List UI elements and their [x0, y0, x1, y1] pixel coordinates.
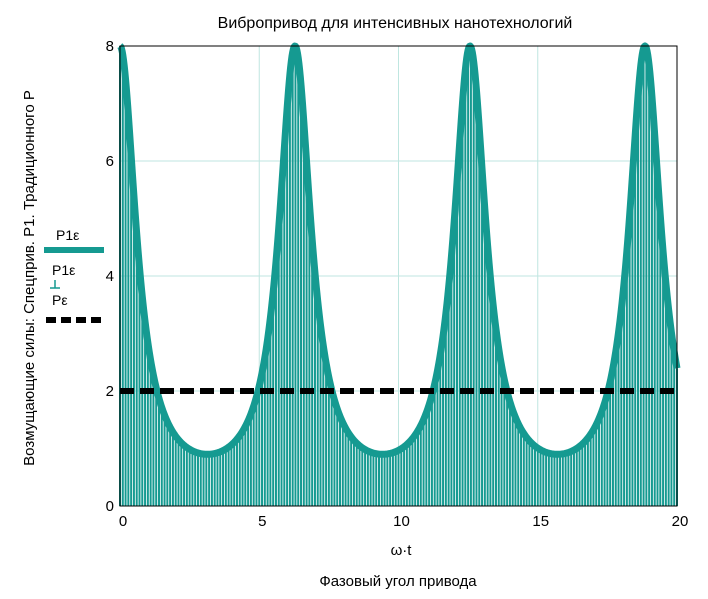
legend-label-p1e-line: P1ε [56, 227, 79, 243]
y-axis-label: Возмущающие силы: Спецприв. P1. Традицио… [21, 90, 38, 466]
x-axis-label: ω·t [391, 542, 413, 559]
legend-swatch-p1e-stem [50, 280, 60, 289]
y-tick-label: 4 [106, 268, 114, 285]
plot-frame [119, 45, 678, 507]
y-tick-label: 8 [106, 38, 114, 55]
curve-series [117, 42, 681, 458]
x-tick-label: 15 [532, 513, 549, 530]
x-tick-label: 20 [672, 513, 689, 530]
legend: P1ε P1ε Pε [44, 227, 104, 323]
legend-label-p1e-stem: P1ε [52, 262, 75, 278]
y-tick-label: 2 [106, 383, 114, 400]
stem-series [119, 46, 678, 506]
x-tick-label: 5 [258, 513, 266, 530]
tick-labels: 0 5 10 15 20 0 2 4 6 8 [106, 38, 689, 530]
x-tick-label: 10 [393, 513, 410, 530]
chart-title: Вибропривод для интенсивных нанотехнолог… [218, 15, 573, 32]
y-tick-label: 0 [106, 498, 114, 515]
series-p1e-curve [117, 42, 681, 458]
x-axis-sublabel: Фазовый угол привода [319, 573, 477, 590]
legend-label-pe: Pε [52, 292, 68, 308]
y-tick-label: 6 [106, 153, 114, 170]
x-tick-label: 0 [119, 513, 127, 530]
